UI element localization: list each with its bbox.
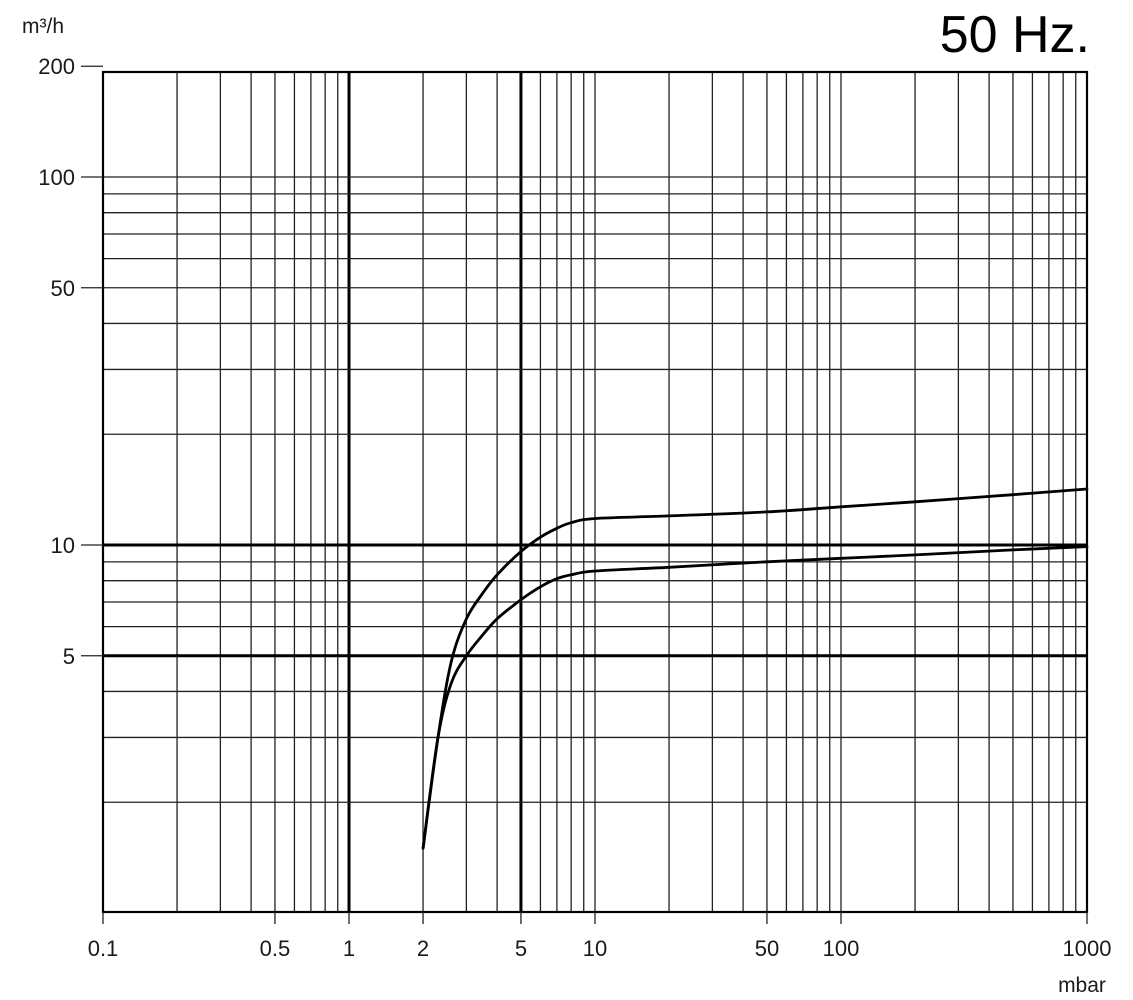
y-tick-label: 10 [51,533,75,558]
chart-grid [102,72,1088,912]
y-tick-label: 100 [38,165,75,190]
x-tick-label: 100 [823,936,860,961]
chart-title: 50 Hz. [940,6,1090,64]
x-tick-label: 5 [515,936,527,961]
chart-series [421,487,1089,850]
y-axis-unit-label: m³/h [22,15,64,38]
x-axis-unit-label: mbar [1058,974,1106,997]
axis-tick-labels: 0.1 0.5 1 2 5 10 50 100 1000 5 10 50 100 200 [38,54,1111,961]
x-tick-label: 0.1 [88,936,119,961]
y-tick-label: 200 [38,54,75,79]
series-curve-1 [421,487,1089,850]
x-tick-label: 50 [755,936,779,961]
x-tick-label: 10 [583,936,607,961]
x-tick-label: 1000 [1063,936,1112,961]
x-tick-label: 2 [417,936,429,961]
x-tick-label: 0.5 [260,936,291,961]
y-tick-label: 5 [63,644,75,669]
x-tick-label: 1 [343,936,355,961]
series-curve-2 [421,545,1089,850]
y-tick-label: 50 [51,276,75,301]
